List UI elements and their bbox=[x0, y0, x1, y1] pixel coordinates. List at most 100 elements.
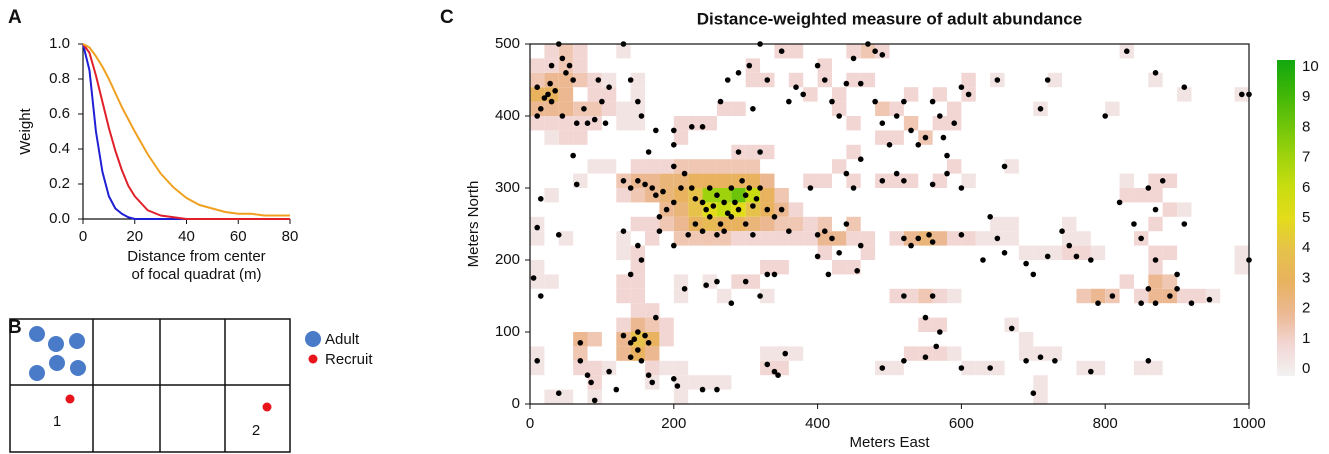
heat-cell bbox=[803, 216, 818, 232]
adult-point bbox=[746, 62, 753, 69]
adult-point bbox=[642, 181, 648, 188]
adult-point bbox=[627, 185, 634, 191]
adult-point bbox=[581, 106, 587, 112]
heat-cell bbox=[544, 389, 559, 404]
heat-cell bbox=[745, 144, 761, 160]
adult-point bbox=[901, 293, 907, 299]
adult-point bbox=[753, 196, 760, 202]
heat-cell bbox=[817, 231, 832, 246]
adult-point bbox=[922, 354, 929, 361]
adult-point bbox=[688, 124, 695, 130]
adult-point bbox=[908, 127, 914, 134]
heat-cell bbox=[616, 332, 631, 347]
heat-cell bbox=[1234, 260, 1249, 275]
adult-point bbox=[656, 228, 663, 234]
adult-point bbox=[530, 275, 537, 281]
adult-point bbox=[627, 340, 634, 346]
heat-cell bbox=[673, 188, 689, 203]
adult-point bbox=[821, 77, 828, 83]
heat-cell bbox=[903, 116, 919, 131]
adult-point bbox=[674, 383, 681, 389]
adult-point bbox=[929, 181, 936, 188]
heat-cell bbox=[702, 375, 717, 390]
adult-point bbox=[843, 80, 850, 87]
adult-point bbox=[559, 113, 566, 119]
heat-cell bbox=[558, 231, 574, 246]
colorbar-tick-label: 2 bbox=[1302, 300, 1310, 317]
heat-cell bbox=[1004, 159, 1019, 174]
adult-point bbox=[1167, 293, 1173, 299]
heat-cell bbox=[889, 360, 904, 376]
adult-point bbox=[678, 185, 684, 191]
heat-cell bbox=[702, 216, 717, 232]
adult-point bbox=[717, 221, 724, 227]
heat-cell bbox=[673, 202, 689, 217]
adult-point bbox=[1138, 235, 1144, 242]
adult-point bbox=[843, 221, 850, 227]
adult-point bbox=[944, 152, 950, 159]
adult-point bbox=[764, 361, 771, 368]
recruit-label: 1 bbox=[53, 413, 61, 430]
heat-cell bbox=[1018, 346, 1034, 361]
y-axis-label: Meters North bbox=[465, 181, 482, 268]
adult-point bbox=[555, 232, 562, 238]
adult-point bbox=[602, 120, 609, 126]
y-tick-label: 500 bbox=[495, 35, 520, 52]
adult-point bbox=[893, 113, 900, 119]
heat-cell bbox=[601, 159, 617, 174]
adult bbox=[69, 333, 85, 349]
adult bbox=[49, 355, 65, 371]
heat-cell bbox=[702, 116, 717, 131]
heat-cell bbox=[630, 260, 646, 275]
heat-cell bbox=[630, 101, 646, 116]
adults bbox=[29, 326, 86, 381]
heat-cell bbox=[573, 332, 588, 347]
x-tick-label: 800 bbox=[1093, 415, 1118, 432]
adult-point bbox=[645, 372, 652, 379]
heat-cell bbox=[1148, 216, 1163, 232]
heat-cell bbox=[558, 72, 574, 88]
x-tick-label: 600 bbox=[949, 415, 974, 432]
y-tick-label: 200 bbox=[495, 251, 520, 268]
y-axis-label: Weight bbox=[17, 107, 34, 154]
adult-point bbox=[1030, 271, 1037, 278]
heat-cell bbox=[1090, 288, 1106, 304]
adult-point bbox=[750, 232, 756, 238]
heat-cell bbox=[774, 260, 789, 275]
adult-point bbox=[1181, 221, 1188, 227]
adult-point bbox=[965, 91, 972, 98]
adult-point bbox=[573, 181, 580, 188]
heat-cell bbox=[774, 188, 789, 203]
adult-point bbox=[944, 170, 950, 177]
heat-cell bbox=[1162, 173, 1178, 188]
heat-cell bbox=[745, 173, 761, 188]
heat-cell bbox=[745, 231, 761, 246]
adult-point bbox=[1059, 228, 1065, 234]
adult-point bbox=[552, 88, 558, 94]
heat-cell bbox=[817, 216, 832, 232]
heat-cell bbox=[688, 188, 703, 203]
adult-point bbox=[591, 397, 598, 404]
heat-cell bbox=[716, 216, 732, 232]
colorbar-tick-label: 10 bbox=[1302, 58, 1319, 75]
heat-cell bbox=[947, 101, 962, 116]
heat-cell bbox=[1119, 274, 1134, 289]
adult-point bbox=[721, 228, 727, 234]
adult-point bbox=[541, 95, 548, 101]
adult-point bbox=[1206, 296, 1213, 303]
heat-cell bbox=[745, 72, 761, 88]
heat-cell bbox=[788, 202, 804, 217]
x-tick-label: 80 bbox=[282, 228, 299, 245]
adult-point bbox=[1138, 300, 1144, 307]
heat-cell bbox=[1162, 202, 1178, 217]
adult-point bbox=[901, 98, 907, 105]
heat-cell bbox=[803, 87, 818, 102]
heat-cell bbox=[932, 173, 948, 188]
heat-cell bbox=[1076, 360, 1091, 376]
adult-point bbox=[638, 358, 645, 364]
adult-point bbox=[1145, 286, 1152, 292]
heat-cell bbox=[1133, 288, 1149, 304]
adult-point bbox=[872, 48, 878, 54]
heat-cell bbox=[530, 346, 545, 361]
y-tick-label: 0.4 bbox=[49, 140, 70, 157]
